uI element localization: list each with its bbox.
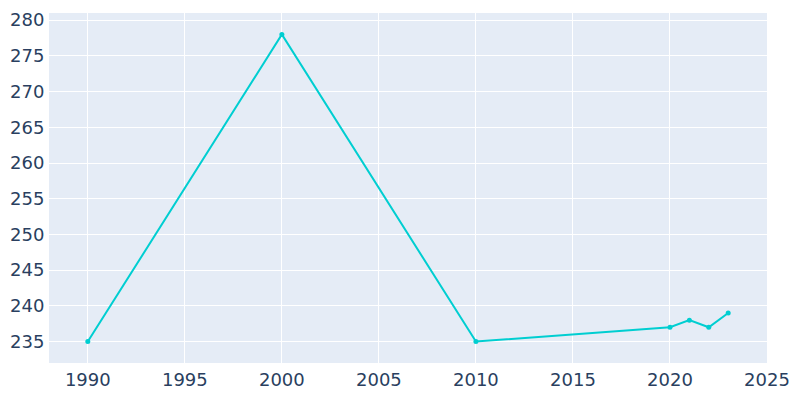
svg-text:265: 265 [10, 117, 44, 138]
svg-text:275: 275 [10, 45, 44, 66]
svg-text:260: 260 [10, 152, 44, 173]
svg-text:2010: 2010 [453, 369, 499, 390]
svg-text:270: 270 [10, 81, 44, 102]
svg-text:2015: 2015 [550, 369, 596, 390]
svg-text:250: 250 [10, 224, 44, 245]
svg-text:240: 240 [10, 295, 44, 316]
svg-text:2020: 2020 [647, 369, 693, 390]
svg-text:1990: 1990 [65, 369, 111, 390]
svg-text:245: 245 [10, 259, 44, 280]
svg-text:2000: 2000 [259, 369, 305, 390]
svg-text:2025: 2025 [744, 369, 790, 390]
svg-text:235: 235 [10, 331, 44, 352]
svg-text:2005: 2005 [356, 369, 402, 390]
svg-text:1995: 1995 [162, 369, 208, 390]
svg-text:280: 280 [10, 9, 44, 30]
svg-text:255: 255 [10, 188, 44, 209]
